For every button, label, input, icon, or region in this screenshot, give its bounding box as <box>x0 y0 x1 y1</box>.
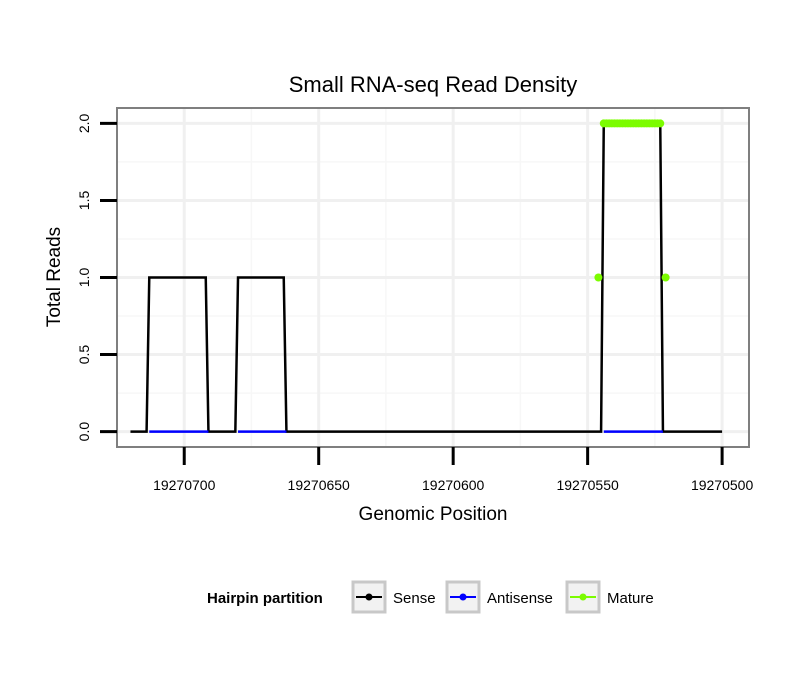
legend: Hairpin partition Sense Antisense Mature <box>207 580 654 614</box>
legend-key-point <box>579 593 587 601</box>
x-axis-label: Genomic Position <box>359 504 508 525</box>
mature-data-point <box>594 273 603 282</box>
legend-label: Antisense <box>487 590 553 607</box>
chart-title: Small RNA-seq Read Density <box>289 72 578 97</box>
legend-key-point <box>365 593 373 601</box>
legend-title: Hairpin partition <box>207 590 323 607</box>
y-tick-label: 0.5 <box>76 345 92 365</box>
y-tick-label: 2.0 <box>76 113 92 133</box>
legend-label: Sense <box>393 590 436 607</box>
x-tick-label: 19270600 <box>422 477 485 493</box>
y-axis: 0.0 0.5 1.0 1.5 2.0 <box>76 113 117 441</box>
y-tick-label: 1.0 <box>76 268 92 288</box>
x-tick-label: 19270500 <box>691 477 754 493</box>
x-axis: 19270700 19270650 19270600 19270550 19270500 <box>153 447 753 493</box>
mature-data-point <box>656 119 665 128</box>
x-tick-label: 19270550 <box>556 477 619 493</box>
series-layer <box>130 119 723 433</box>
legend-label: Mature <box>607 590 654 607</box>
legend-key-point <box>459 593 467 601</box>
x-tick-label: 19270650 <box>288 477 351 493</box>
x-tick-label: 19270700 <box>153 477 216 493</box>
mature-data-point <box>661 273 670 282</box>
y-tick-label: 0.0 <box>76 422 92 442</box>
y-axis-label: Total Reads <box>44 227 65 327</box>
y-tick-label: 1.5 <box>76 191 92 211</box>
